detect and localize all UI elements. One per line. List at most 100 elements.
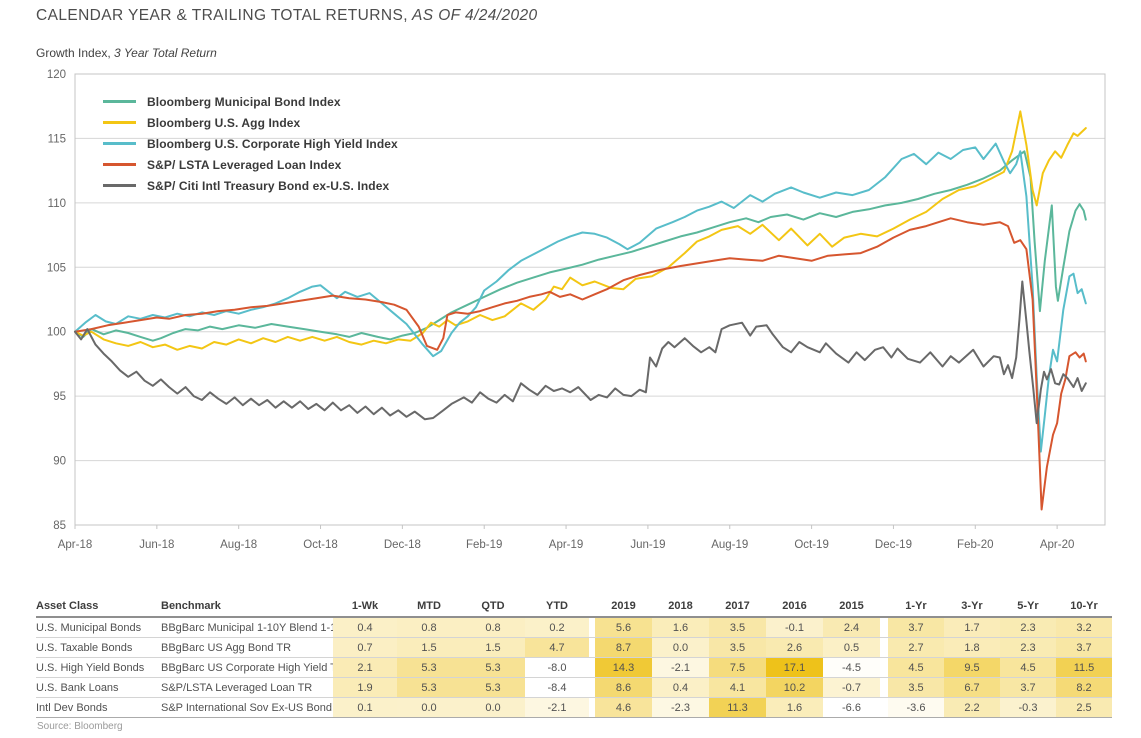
x-tick-label-Feb-19: Feb-19 bbox=[466, 539, 502, 551]
cell-year-value: 1.6 bbox=[766, 698, 823, 717]
cell-year-value: -6.6 bbox=[823, 698, 880, 717]
x-tick-label-Aug-18: Aug-18 bbox=[220, 539, 257, 551]
series-line-s-p-citi-intl-treasury-bond-ex-u-s-index bbox=[74, 280, 1087, 425]
cell-period-value: 5.3 bbox=[461, 658, 525, 677]
x-tick-label-Feb-20: Feb-20 bbox=[957, 539, 993, 551]
table-header-row: Asset Class Benchmark 1-Wk MTD QTD YTD 2019 201… bbox=[36, 596, 1112, 618]
page-title: CALENDAR YEAR & TRAILING TOTAL RETURNS, … bbox=[36, 7, 538, 25]
cell-gap bbox=[880, 678, 888, 697]
table-row-2: U.S. High Yield Bonds BBgBarc US Corporat… bbox=[36, 658, 1112, 678]
header-mtd: MTD bbox=[417, 600, 441, 612]
legend-item-1: Bloomberg U.S. Agg Index bbox=[103, 112, 398, 133]
cell-benchmark: BBgBarc Municipal 1-10Y Blend 1-12Y bbox=[161, 621, 333, 634]
plot-border bbox=[74, 73, 1106, 526]
x-tick-label-Aug-19: Aug-19 bbox=[711, 539, 748, 551]
legend-label: S&P/ Citi Intl Treasury Bond ex-U.S. Ind… bbox=[147, 178, 390, 193]
cell-period-value: 1.9 bbox=[333, 678, 397, 697]
cell-period-value: 2.1 bbox=[333, 658, 397, 677]
legend-label: Bloomberg Municipal Bond Index bbox=[147, 94, 341, 109]
cell-trailing-value: 2.3 bbox=[1000, 638, 1056, 657]
cell-period-value: -2.1 bbox=[525, 698, 589, 717]
header-2015: 2015 bbox=[839, 600, 864, 612]
y-tick-label-100: 100 bbox=[47, 327, 66, 339]
cell-asset-class: U.S. Taxable Bonds bbox=[36, 641, 133, 654]
cell-period-value: 0.1 bbox=[333, 698, 397, 717]
y-tick-label-95: 95 bbox=[53, 391, 66, 403]
x-tick-label-Dec-19: Dec-19 bbox=[875, 539, 912, 551]
header-2017: 2017 bbox=[725, 600, 750, 612]
cell-year-value: 0.4 bbox=[652, 678, 709, 697]
cell-trailing-value: 1.8 bbox=[944, 638, 1000, 657]
cell-period-value: 0.8 bbox=[461, 618, 525, 637]
cell-trailing-value: -3.6 bbox=[888, 698, 944, 717]
header-asset-class: Asset Class bbox=[36, 600, 99, 612]
cell-period-value: 0.7 bbox=[333, 638, 397, 657]
series-line-bloomberg-u-s-corporate-high-yield-index bbox=[74, 142, 1087, 453]
x-tick-label-Apr-18: Apr-18 bbox=[58, 539, 93, 551]
table-row-3: U.S. Bank Loans S&P/LSTA Leveraged Loan T… bbox=[36, 678, 1112, 698]
cell-trailing-value: 2.7 bbox=[888, 638, 944, 657]
cell-period-value: -8.4 bbox=[525, 678, 589, 697]
header-1-yr: 1-Yr bbox=[905, 600, 927, 612]
cell-asset-class: Intl Dev Bonds bbox=[36, 701, 108, 714]
cell-year-value: -0.7 bbox=[823, 678, 880, 697]
cell-trailing-value: 11.5 bbox=[1056, 658, 1112, 677]
cell-benchmark: BBgBarc US Agg Bond TR bbox=[161, 641, 292, 654]
header-3-yr: 3-Yr bbox=[961, 600, 983, 612]
cell-gap bbox=[880, 658, 888, 677]
cell-trailing-value: 4.5 bbox=[888, 658, 944, 677]
x-tick-label-Oct-19: Oct-19 bbox=[794, 539, 829, 551]
header-2016: 2016 bbox=[782, 600, 807, 612]
cell-year-value: -2.1 bbox=[652, 658, 709, 677]
cell-trailing-value: 2.3 bbox=[1000, 618, 1056, 637]
cell-trailing-value: 6.7 bbox=[944, 678, 1000, 697]
cell-trailing-value: 3.2 bbox=[1056, 618, 1112, 637]
cell-year-value: 0.5 bbox=[823, 638, 880, 657]
cell-year-value: -0.1 bbox=[766, 618, 823, 637]
legend-swatch-icon bbox=[103, 184, 136, 187]
cell-benchmark: S&P International Sov Ex-US Bond TR bbox=[161, 701, 333, 714]
legend-swatch-icon bbox=[103, 121, 136, 124]
header-1-wk: 1-Wk bbox=[351, 600, 379, 612]
chart-subtitle: Growth Index, 3 Year Total Return bbox=[36, 46, 217, 60]
cell-trailing-value: 2.5 bbox=[1056, 698, 1112, 717]
x-tick-label-Jun-19: Jun-19 bbox=[630, 539, 665, 551]
cell-period-value: 1.5 bbox=[397, 638, 461, 657]
table-row-4: Intl Dev Bonds S&P International Sov Ex-U… bbox=[36, 698, 1112, 718]
legend-label: Bloomberg U.S. Corporate High Yield Inde… bbox=[147, 136, 398, 151]
chart-legend: Bloomberg Municipal Bond Index Bloomberg … bbox=[103, 91, 398, 196]
header-qtd: QTD bbox=[481, 600, 505, 612]
table-row-1: U.S. Taxable Bonds BBgBarc US Agg Bond TR… bbox=[36, 638, 1112, 658]
cell-year-value: -2.3 bbox=[652, 698, 709, 717]
cell-year-value: 2.4 bbox=[823, 618, 880, 637]
header-2019: 2019 bbox=[611, 600, 636, 612]
cell-period-value: 4.7 bbox=[525, 638, 589, 657]
legend-label: S&P/ LSTA Leveraged Loan Index bbox=[147, 157, 342, 172]
cell-trailing-value: 3.7 bbox=[1000, 678, 1056, 697]
cell-trailing-value: 3.7 bbox=[1056, 638, 1112, 657]
cell-year-value: 3.5 bbox=[709, 618, 766, 637]
cell-trailing-value: 1.7 bbox=[944, 618, 1000, 637]
cell-gap bbox=[880, 698, 888, 717]
series-line-s-p-lsta-leveraged-loan-index bbox=[74, 217, 1087, 511]
cell-period-value: 0.8 bbox=[397, 618, 461, 637]
y-tick-label-105: 105 bbox=[47, 262, 66, 274]
legend-item-4: S&P/ Citi Intl Treasury Bond ex-U.S. Ind… bbox=[103, 175, 398, 196]
source-note: Source: Bloomberg bbox=[37, 721, 123, 732]
cell-period-value: 5.3 bbox=[397, 678, 461, 697]
cell-year-value: 11.3 bbox=[709, 698, 766, 717]
cell-benchmark: BBgBarc US Corporate High Yield TR bbox=[161, 661, 333, 674]
cell-year-value: 7.5 bbox=[709, 658, 766, 677]
series-line-bloomberg-municipal-bond-index bbox=[74, 150, 1087, 342]
legend-item-0: Bloomberg Municipal Bond Index bbox=[103, 91, 398, 112]
cell-period-value: 1.5 bbox=[461, 638, 525, 657]
cell-period-value: 0.0 bbox=[461, 698, 525, 717]
legend-label: Bloomberg U.S. Agg Index bbox=[147, 115, 301, 130]
cell-year-value: 14.3 bbox=[595, 658, 652, 677]
cell-year-value: 8.6 bbox=[595, 678, 652, 697]
cell-asset-class: U.S. Bank Loans bbox=[36, 681, 119, 694]
header-2018: 2018 bbox=[668, 600, 693, 612]
cell-trailing-value: 3.5 bbox=[888, 678, 944, 697]
cell-year-value: 4.1 bbox=[709, 678, 766, 697]
cell-gap bbox=[880, 638, 888, 657]
